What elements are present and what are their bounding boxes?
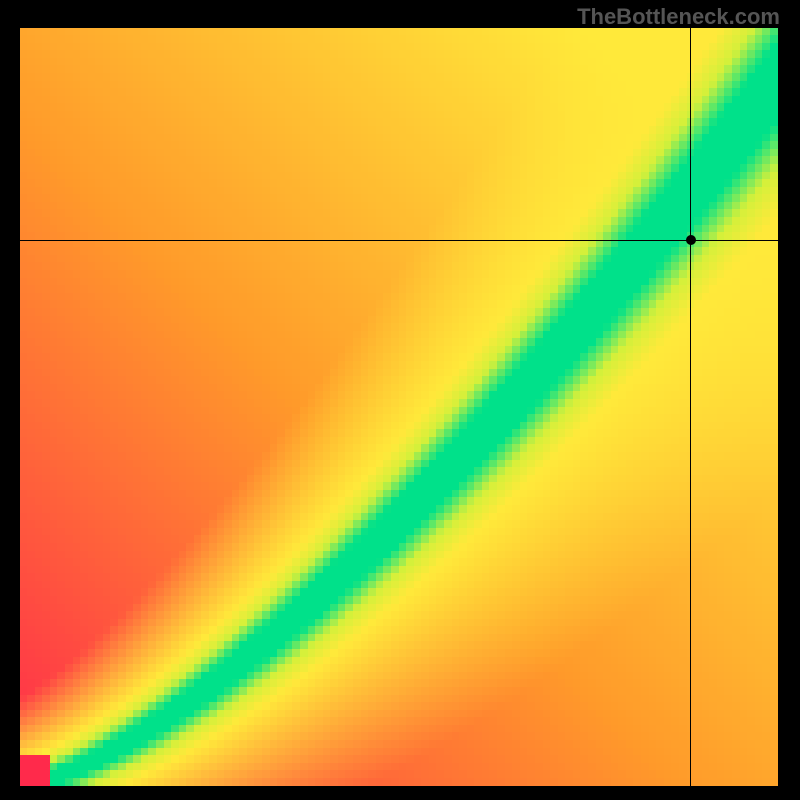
page-frame: TheBottleneck.com	[0, 0, 800, 800]
attribution-text: TheBottleneck.com	[577, 4, 780, 30]
crosshair-vertical	[690, 28, 691, 786]
crosshair-horizontal	[20, 240, 778, 241]
heatmap-canvas	[20, 28, 778, 786]
heatmap-plot	[20, 28, 778, 786]
crosshair-marker	[686, 235, 696, 245]
